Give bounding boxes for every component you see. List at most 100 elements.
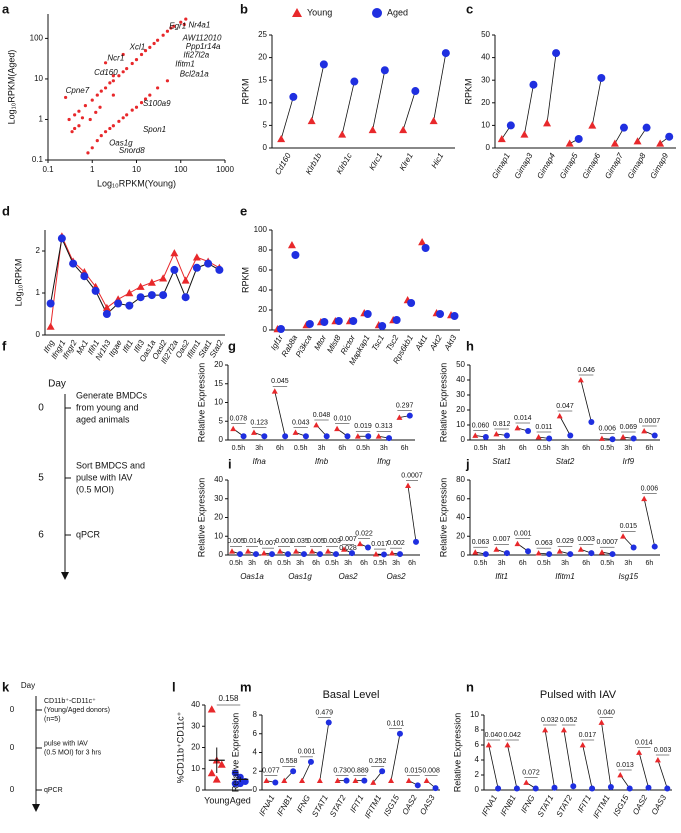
circle-marker: [343, 777, 350, 784]
connector: [546, 53, 557, 124]
group-label: Irf9: [623, 457, 635, 466]
y-tick-label: 0: [196, 785, 201, 794]
circle-marker: [609, 551, 616, 558]
point: [80, 116, 85, 120]
circle-marker: [552, 49, 561, 58]
triangle-marker: [472, 549, 479, 555]
circle-marker: [365, 433, 372, 440]
p-value: 0.063: [535, 540, 553, 547]
y-tick-label: 6: [253, 729, 258, 738]
triangle-marker: [620, 533, 627, 539]
circle-marker: [513, 785, 520, 792]
y-tick-label: 25: [258, 30, 267, 39]
x-tick-label: 3h: [248, 560, 256, 567]
y-tick-label: 1: [39, 115, 44, 124]
group-label: Ifit1: [495, 572, 508, 581]
connector: [488, 744, 499, 789]
point: [148, 93, 152, 97]
circle-marker: [495, 785, 502, 792]
panel-letter: a: [2, 1, 10, 16]
point: [143, 49, 148, 53]
step-text: Sort BMDCS and: [76, 460, 145, 470]
step-text: qPCR: [76, 529, 101, 539]
p-value: 0.019: [354, 423, 372, 430]
p-value: 0.005: [227, 538, 245, 545]
circle-marker: [253, 551, 259, 558]
point: [111, 93, 115, 97]
circle-marker: [432, 785, 439, 792]
connector: [638, 752, 649, 788]
p-value: 0.077: [262, 767, 280, 774]
connector: [657, 759, 668, 789]
y-axis-label: Relative Expression: [452, 713, 462, 793]
point: [64, 95, 68, 100]
triangle-marker: [212, 775, 221, 783]
p-value: 0.040: [597, 709, 615, 716]
triangle-marker: [217, 760, 226, 768]
connector: [402, 90, 416, 131]
x-tick-label: Klrb1b: [304, 151, 324, 176]
circle-marker: [365, 544, 371, 551]
triangle-marker: [354, 433, 361, 439]
p-value: 0.040: [485, 732, 503, 739]
circle-marker: [396, 730, 403, 737]
point: [77, 109, 81, 113]
x-tick-label: Klrb1c: [335, 152, 354, 176]
p-value: 0.558: [280, 758, 298, 765]
point: [165, 79, 170, 83]
triangle-marker: [577, 546, 584, 552]
x-tick-label: Aged: [230, 795, 251, 805]
x-tick-label: 0.5h: [232, 445, 246, 452]
x-tick-label: Klre1: [398, 152, 415, 173]
group-label: Ifnb: [315, 457, 329, 466]
x-tick-label: 6h: [338, 445, 346, 452]
gene-label: AW112010: [182, 34, 222, 43]
circle-marker: [441, 49, 450, 58]
triangle-marker: [556, 413, 563, 419]
circle-marker: [378, 322, 387, 330]
circle-marker: [125, 301, 134, 310]
y-tick-label: 0: [263, 143, 268, 152]
p-value: 0.006: [598, 425, 616, 432]
circle-marker: [386, 435, 393, 442]
point: [117, 119, 121, 123]
connector: [559, 415, 571, 436]
p-value: 0.035: [291, 538, 309, 545]
group-label: Ifna: [252, 457, 266, 466]
series-line: [50, 234, 220, 327]
circle-marker: [392, 316, 401, 324]
circle-marker: [482, 551, 489, 558]
y-tick-label: 0: [219, 435, 224, 444]
x-tick-label: STAT1: [310, 794, 330, 819]
x-tick-label: Klrc1: [367, 152, 384, 172]
circle-marker: [325, 719, 332, 726]
p-value: 0.015: [620, 523, 638, 530]
x-tick-label: Gimap6: [581, 151, 603, 180]
step-text: qPCR: [44, 787, 63, 794]
y-tick-label: 80: [456, 475, 465, 484]
connector: [601, 722, 612, 788]
p-value: 0.479: [316, 709, 334, 716]
y-tick-label: 60: [456, 494, 465, 503]
triangle-marker: [313, 422, 320, 428]
day-label: 0: [10, 785, 15, 794]
p-value: 0.0007: [639, 418, 661, 425]
point: [98, 105, 102, 109]
circle-marker: [102, 310, 111, 318]
p-value: 0.052: [560, 717, 578, 724]
p-value: 0.017: [579, 732, 597, 739]
arrow-head: [61, 572, 69, 580]
panel-letter: i: [228, 456, 232, 471]
connector: [311, 64, 325, 121]
circle-marker: [333, 551, 339, 558]
point: [125, 66, 129, 71]
connector: [390, 733, 401, 781]
p-value: 0.015: [405, 767, 423, 774]
x-tick-label: 0.5h: [229, 560, 243, 567]
x-tick-label: 3h: [344, 560, 352, 567]
point: [139, 101, 144, 105]
y-tick-label: 40: [456, 513, 465, 522]
y-tick-label: 5: [219, 416, 224, 425]
p-value: 0.007: [259, 540, 277, 547]
triangle-marker: [375, 433, 382, 439]
